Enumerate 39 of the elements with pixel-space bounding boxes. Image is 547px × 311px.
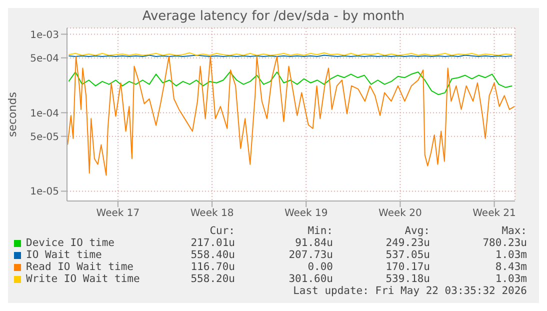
y-tick-label: 5e-04: [30, 53, 59, 64]
text: 91.84u: [294, 237, 333, 249]
text: 1.03m: [494, 249, 527, 261]
y-tick-label: 1e-03: [30, 30, 59, 41]
x-tick-label: Week 17: [96, 208, 140, 220]
text: 116.70u: [190, 261, 235, 273]
text: Max:: [500, 225, 527, 237]
legend-label: Read IO Wait time: [26, 261, 134, 273]
y-tick-label: 1e-04: [30, 108, 59, 120]
line-series: [67, 56, 515, 176]
text: 0.00: [306, 261, 333, 273]
chart-title: Average latency for /dev/sda - by month: [141, 8, 406, 26]
text: 539.18u: [384, 273, 430, 285]
legend-label: Device IO time: [26, 237, 116, 249]
text: 217.01u: [190, 237, 235, 249]
y-axis-title: seconds: [6, 92, 19, 137]
text: 301.60u: [288, 273, 333, 285]
text: 249.23u: [384, 237, 430, 249]
text: 558.20u: [190, 273, 235, 285]
text: 537.05u: [384, 249, 430, 261]
text: Last update: Fri May 22 03:35:32 2026: [292, 285, 527, 297]
x-tick-label: Week 21: [472, 208, 516, 220]
legend-label: Write IO Wait time: [26, 273, 141, 285]
text: Avg:: [404, 225, 430, 237]
text: 8.43m: [494, 261, 527, 273]
text: 207.73u: [288, 249, 333, 261]
text: Cur:: [208, 225, 235, 237]
text: 558.40u: [190, 249, 235, 261]
text: 170.17u: [384, 261, 430, 273]
text: Min:: [306, 225, 333, 237]
text: 780.23u: [482, 237, 527, 249]
line-series: [68, 72, 513, 96]
legend-label: IO Wait time: [26, 249, 103, 261]
x-tick-label: Week 19: [284, 208, 328, 220]
x-tick-label: Week 20: [378, 208, 422, 220]
text: 1.03m: [494, 273, 527, 285]
y-tick-label: 5e-05: [30, 132, 59, 143]
y-tick-label: 1e-05: [30, 186, 59, 198]
x-tick-label: Week 18: [190, 208, 234, 220]
